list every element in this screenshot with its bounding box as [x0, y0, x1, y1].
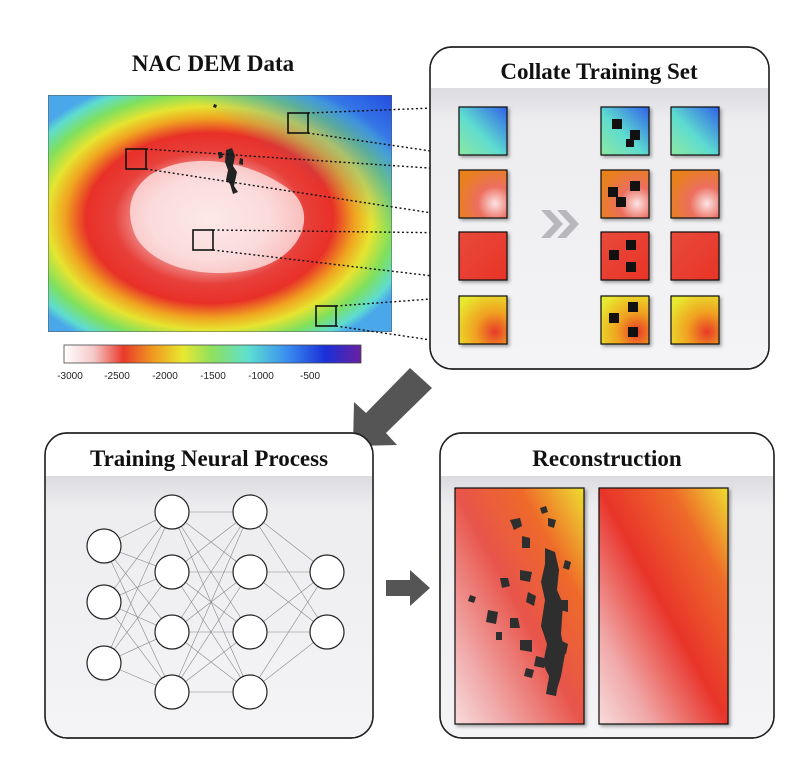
tile-2 — [458, 169, 508, 219]
training-panel: Training Neural Process — [44, 432, 374, 739]
colorbar-tick-label: -1500 — [200, 371, 226, 382]
target-tiles — [670, 106, 720, 345]
reconstruction-title: Reconstruction — [532, 446, 682, 471]
training-title: Training Neural Process — [90, 446, 328, 471]
network-edge — [103, 511, 173, 603]
sample-box-1 — [287, 112, 309, 134]
network-edge — [249, 571, 328, 693]
reconstruction-output-image — [598, 487, 729, 725]
colorbar-tick-label: -1000 — [248, 371, 274, 382]
network-edge — [171, 511, 251, 693]
dem-map — [48, 95, 392, 332]
reconstruction-data-gaps — [468, 506, 571, 696]
network-node — [154, 674, 190, 710]
masked-tile-3 — [600, 231, 650, 281]
target-tile-4 — [670, 295, 720, 345]
dem-data-gap — [213, 104, 243, 194]
network-nodes — [86, 494, 345, 710]
network-edge — [103, 571, 173, 664]
colorbar-tick-label: -2000 — [152, 371, 178, 382]
target-tile-2 — [670, 169, 720, 219]
colorbar-tick-label: -2500 — [104, 371, 130, 382]
tile-3 — [458, 231, 508, 281]
network-edge — [103, 511, 173, 664]
collate-panel: Collate Training Set — [429, 46, 770, 370]
double-chevron-right-icon — [541, 210, 579, 238]
colorbar-tick-label: -3000 — [57, 371, 83, 382]
network-node — [86, 528, 122, 564]
masked-tile-4 — [600, 295, 650, 345]
sample-box-2 — [125, 148, 147, 170]
sample-box-4 — [315, 305, 337, 327]
network-node — [86, 645, 122, 681]
network-edge — [103, 601, 173, 693]
network-node — [154, 614, 190, 650]
network-node — [232, 614, 268, 650]
network-edge — [171, 571, 251, 693]
colorbar-tick-labels: -3000 -2500 -2000 -1500 -1000 -500 — [57, 371, 320, 382]
sample-box-3 — [192, 229, 214, 251]
colorbar-tick-label: -500 — [300, 371, 320, 382]
network-node — [154, 554, 190, 590]
colorbar: -3000 -2500 -2000 -1500 -1000 -500 — [57, 344, 362, 382]
arrow-down-left-icon — [353, 368, 432, 446]
network-edge — [171, 511, 251, 633]
arrow-right-icon — [386, 570, 430, 606]
tile-1 — [458, 106, 508, 156]
masked-tile-1 — [600, 106, 650, 156]
reconstruction-panel: Reconstruction — [439, 432, 775, 739]
target-tile-1 — [670, 106, 720, 156]
source-tiles — [458, 106, 508, 345]
collate-title: Collate Training Set — [500, 59, 698, 84]
network-node — [154, 494, 190, 530]
network-node — [232, 494, 268, 530]
network-node — [232, 554, 268, 590]
dem-title: NAC DEM Data — [132, 51, 295, 76]
network-node — [86, 584, 122, 620]
dem-sample-boxes — [125, 112, 337, 327]
target-tile-3 — [670, 231, 720, 281]
network-edge — [103, 545, 173, 693]
network-node — [309, 614, 345, 650]
mask-squares — [608, 119, 640, 337]
network-edge — [103, 545, 173, 633]
tile-4 — [458, 295, 508, 345]
network-node — [232, 674, 268, 710]
network-node — [309, 554, 345, 590]
